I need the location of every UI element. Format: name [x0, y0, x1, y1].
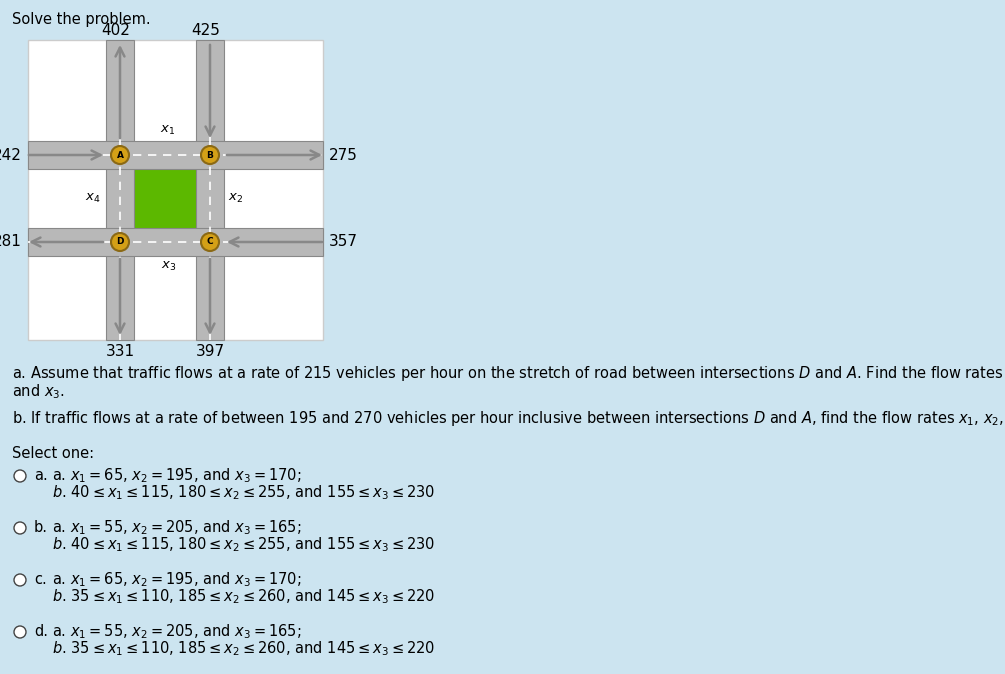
- Text: a. Assume that traffic flows at a rate of 215 vehicles per hour on the stretch o: a. Assume that traffic flows at a rate o…: [12, 364, 1005, 383]
- Text: $x_2$: $x_2$: [228, 192, 243, 205]
- Bar: [28, 141, 323, 169]
- Text: b. If traffic flows at a rate of between 195 and 270 vehicles per hour inclusive: b. If traffic flows at a rate of between…: [12, 409, 1005, 428]
- Text: a. $x_1 = 65$, $x_2 = 195$, and $x_3 = 170$;: a. $x_1 = 65$, $x_2 = 195$, and $x_3 = 1…: [52, 571, 302, 589]
- Text: A: A: [117, 150, 124, 160]
- Circle shape: [201, 146, 219, 164]
- Text: 275: 275: [329, 148, 358, 162]
- Text: 425: 425: [192, 23, 220, 38]
- Text: $x_4$: $x_4$: [85, 192, 101, 205]
- Text: Solve the problem.: Solve the problem.: [12, 12, 151, 27]
- Text: C: C: [207, 237, 213, 247]
- Bar: [106, 40, 134, 340]
- Text: a. $x_1 = 55$, $x_2 = 205$, and $x_3 = 165$;: a. $x_1 = 55$, $x_2 = 205$, and $x_3 = 1…: [52, 623, 302, 642]
- Circle shape: [111, 146, 129, 164]
- Text: 331: 331: [106, 344, 135, 359]
- Text: $b$. $35 \leq x_1 \leq 110$, $185 \leq x_2 \leq 260$, and $145 \leq x_3 \leq 220: $b$. $35 \leq x_1 \leq 110$, $185 \leq x…: [52, 640, 435, 658]
- Text: 281: 281: [0, 235, 22, 249]
- Text: 397: 397: [195, 344, 224, 359]
- Text: D: D: [117, 237, 124, 247]
- Text: $x_3$: $x_3$: [161, 260, 176, 273]
- Text: 242: 242: [0, 148, 22, 162]
- Text: $b$. $40 \leq x_1 \leq 115$, $180 \leq x_2 \leq 255$, and $155 \leq x_3 \leq 230: $b$. $40 \leq x_1 \leq 115$, $180 \leq x…: [52, 536, 435, 554]
- Circle shape: [111, 233, 129, 251]
- Text: Select one:: Select one:: [12, 446, 94, 461]
- Circle shape: [14, 470, 26, 482]
- Text: a. $x_1 = 55$, $x_2 = 205$, and $x_3 = 165$;: a. $x_1 = 55$, $x_2 = 205$, and $x_3 = 1…: [52, 519, 302, 537]
- Text: 402: 402: [102, 23, 131, 38]
- Text: $b$. $40 \leq x_1 \leq 115$, $180 \leq x_2 \leq 255$, and $155 \leq x_3 \leq 230: $b$. $40 \leq x_1 \leq 115$, $180 \leq x…: [52, 484, 435, 502]
- Bar: [196, 40, 224, 340]
- Text: c.: c.: [34, 572, 47, 588]
- Text: d.: d.: [34, 625, 48, 640]
- Text: b.: b.: [34, 520, 48, 536]
- Text: $b$. $35 \leq x_1 \leq 110$, $185 \leq x_2 \leq 260$, and $145 \leq x_3 \leq 220: $b$. $35 \leq x_1 \leq 110$, $185 \leq x…: [52, 588, 435, 607]
- Text: $x_1$: $x_1$: [160, 124, 175, 137]
- Circle shape: [14, 574, 26, 586]
- Circle shape: [14, 626, 26, 638]
- Circle shape: [14, 522, 26, 534]
- Text: a.: a.: [34, 468, 48, 483]
- Circle shape: [201, 233, 219, 251]
- Text: 357: 357: [329, 235, 358, 249]
- Bar: [120, 155, 210, 242]
- Bar: [28, 40, 323, 340]
- Text: B: B: [207, 150, 213, 160]
- Bar: [28, 228, 323, 256]
- Text: a. $x_1 = 65$, $x_2 = 195$, and $x_3 = 170$;: a. $x_1 = 65$, $x_2 = 195$, and $x_3 = 1…: [52, 466, 302, 485]
- Text: and $x_3$.: and $x_3$.: [12, 382, 65, 401]
